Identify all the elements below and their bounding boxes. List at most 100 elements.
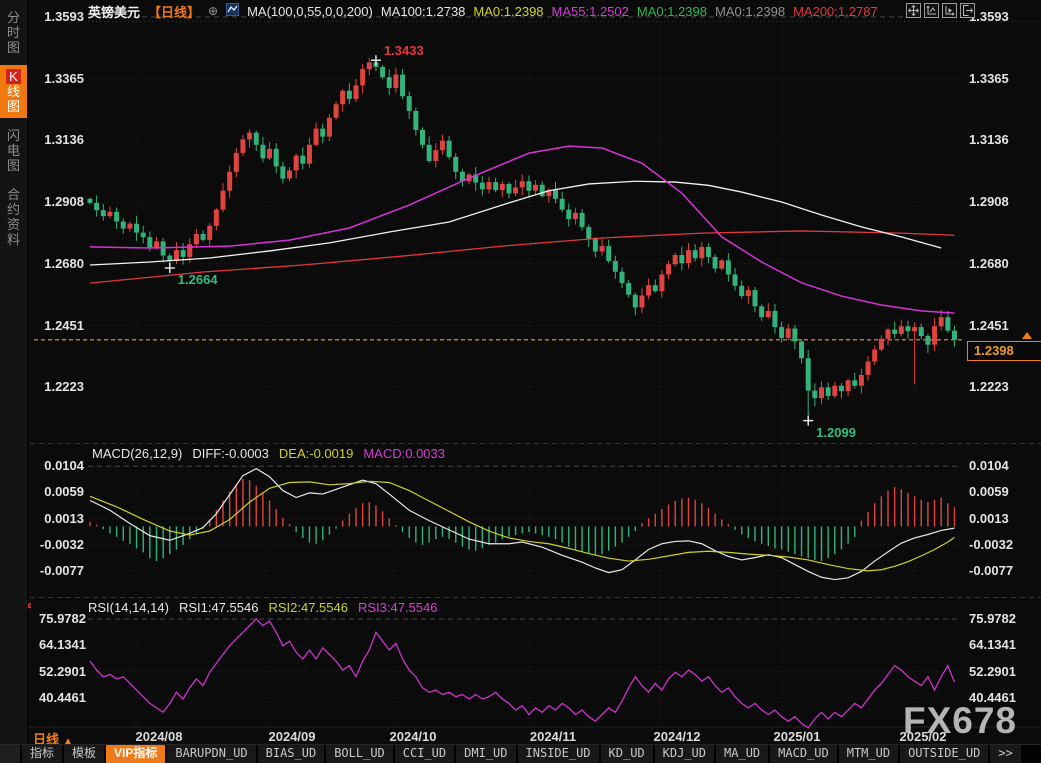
- macd-axis-label-right: -0.0032: [969, 536, 1014, 552]
- price-axis-label-right: 1.2908: [969, 194, 1009, 210]
- toolbar-tab-OUTSIDE_UD[interactable]: OUTSIDE_UD: [900, 745, 989, 763]
- rsi2-value: RSI2:47.5546: [268, 600, 348, 615]
- toolbar-grip[interactable]: [0, 745, 20, 763]
- x-axis-label: 2025/02: [899, 729, 947, 744]
- macd-axis-label: 0.0013: [44, 510, 84, 526]
- toolbar-tab->>[interactable]: >>: [990, 745, 1021, 763]
- ma-value-label: MA200:1.2787: [793, 3, 878, 19]
- sidebar-tab-4[interactable]: 合约资料: [6, 187, 20, 247]
- sidebar-tab-1[interactable]: 分时图: [6, 10, 20, 55]
- macd-axis-label-right: 0.0059: [969, 484, 1009, 500]
- period-selector[interactable]: 日线 ▲: [33, 729, 73, 748]
- window-pane-buttons: [906, 3, 975, 18]
- price-axis-label-right: 1.2451: [969, 317, 1009, 333]
- extreme-price-annotation: 1.2664: [177, 271, 218, 287]
- price-axis-label-right: 1.3136: [969, 132, 1009, 148]
- price-axis-label-right: 1.2680: [969, 255, 1009, 271]
- x-axis-label: 2024/08: [135, 729, 183, 744]
- toolbar-tab-指标[interactable]: 指标: [22, 745, 63, 763]
- rsi-axis-label-right: 52.2901: [969, 663, 1016, 679]
- pane-play-icon[interactable]: [942, 3, 957, 18]
- pane-export-icon[interactable]: [960, 3, 975, 18]
- watermark: FX678: [903, 700, 1018, 741]
- move-panes-icon[interactable]: [906, 3, 921, 18]
- x-axis-label: 2025/01: [773, 729, 821, 744]
- ma-value-label: MA0:1.2398: [473, 3, 544, 19]
- toolbar-tab-MACD_UD[interactable]: MACD_UD: [770, 745, 837, 763]
- pane-scale-icon[interactable]: [924, 3, 939, 18]
- toolbar-tab-KD_UD[interactable]: KD_UD: [600, 745, 653, 763]
- rsi-axis-label-right: 64.1341: [969, 637, 1016, 653]
- price-up-arrow-icon: [1022, 332, 1032, 339]
- macd-axis-label: 0.0104: [44, 458, 84, 474]
- indicator-toolbar: 指标 模板 VIP指标 BARUPDN_UD BIAS_UD BOLL_UD CCI_UD D…: [0, 744, 1041, 763]
- ma-value-label: MA100:1.2738: [380, 3, 466, 19]
- rsi-axis-label: 64.1341: [39, 637, 86, 653]
- add-overlay-icon[interactable]: ⊕: [208, 4, 219, 18]
- toolbar-tab-CCI_UD[interactable]: CCI_UD: [394, 745, 455, 763]
- toolbar-tab-MA_UD[interactable]: MA_UD: [716, 745, 769, 763]
- price-axis-label: 1.3365: [44, 70, 84, 86]
- chart-header: 英镑美元 【日线】 ⊕ MA(100,0,55,0,0,200) MA100:1…: [88, 2, 878, 20]
- macd-diff-value: DIFF:-0.0003: [192, 446, 269, 461]
- toolbar-tab-BOLL_UD[interactable]: BOLL_UD: [326, 745, 393, 763]
- extreme-price-annotation: 1.3433: [383, 43, 424, 59]
- macd-axis-label-right: -0.0077: [969, 562, 1014, 578]
- price-axis-label-right: 1.3593: [969, 9, 1009, 24]
- toolbar-tab-INSIDE_UD[interactable]: INSIDE_UD: [517, 745, 599, 763]
- current-price-tag: 1.2398: [967, 341, 1041, 361]
- rsi1-value: RSI1:47.5546: [178, 600, 259, 615]
- macd-axis-label: 0.0059: [44, 484, 84, 500]
- macd-axis-label: -0.0077: [39, 562, 84, 578]
- toolbar-tab-模板[interactable]: 模板: [64, 745, 105, 763]
- x-axis-label: 2024/12: [653, 729, 701, 744]
- x-axis-label: 2024/11: [529, 729, 577, 744]
- macd-macd-value: MACD:0.0033: [363, 446, 445, 461]
- macd-header: MACD(26,12,9) DIFF:-0.0003 DEA:-0.0019 M…: [92, 446, 445, 461]
- rsi-axis-label: 75.9782: [39, 611, 86, 626]
- toolbar-tab-BIAS_UD[interactable]: BIAS_UD: [257, 745, 325, 763]
- toolbar-tab-BARUPDN_UD[interactable]: BARUPDN_UD: [167, 745, 256, 763]
- macd-axis-label: -0.0032: [39, 536, 84, 552]
- macd-params-label: MACD(26,12,9): [92, 446, 183, 461]
- symbol-name: 英镑美元: [88, 4, 141, 20]
- rsi-header: RSI(14,14,14) RSI1:47.5546 RSI2:47.5546 …: [88, 600, 437, 615]
- extreme-price-annotation: 1.2099: [816, 424, 856, 440]
- toolbar-tab-VIP指标[interactable]: VIP指标: [106, 745, 166, 763]
- period-badge: 【日线】: [148, 4, 201, 20]
- x-axis-label: 2024/09: [268, 729, 316, 744]
- rsi-axis-label-right: 40.4461: [969, 689, 1016, 705]
- price-axis-label: 1.3136: [44, 132, 84, 148]
- macd-dea-value: DEA:-0.0019: [278, 446, 354, 461]
- rsi-params-label: RSI(14,14,14): [88, 600, 169, 615]
- mini-chart-icon: [225, 2, 240, 19]
- ma-settings-label: MA(100,0,55,0,0,200): [247, 3, 373, 19]
- price-axis-label: 1.2451: [44, 317, 84, 333]
- price-axis-label-right: 1.3365: [969, 70, 1009, 86]
- macd-axis-label-right: 0.0104: [969, 458, 1009, 474]
- rsi-axis-label: 52.2901: [39, 663, 86, 679]
- toolbar-tab-KDJ_UD[interactable]: KDJ_UD: [654, 745, 715, 763]
- sidebar-tab-3[interactable]: 闪电图: [6, 128, 20, 173]
- price-axis-label: 1.2223: [44, 379, 84, 395]
- rsi-axis-label: 40.4461: [39, 689, 86, 705]
- toolbar-tab-MTM_UD[interactable]: MTM_UD: [838, 745, 899, 763]
- macd-axis-label-right: 0.0013: [969, 510, 1009, 526]
- ma-value-label: MA0:1.2398: [714, 3, 786, 19]
- period-up-arrow-icon: ▲: [63, 736, 73, 747]
- period-label: 日线: [33, 732, 60, 747]
- price-axis-label: 1.2680: [44, 255, 84, 271]
- rsi-axis-label-right: 75.9782: [969, 611, 1016, 626]
- toolbar-tab-DMI_UD[interactable]: DMI_UD: [456, 745, 516, 763]
- price-axis-label: 1.2908: [44, 194, 84, 210]
- rsi3-value: RSI3:47.5546: [357, 600, 438, 615]
- ma-value-label: MA55:1.2502: [551, 3, 629, 19]
- x-axis-label: 2024/10: [389, 729, 437, 744]
- ma-value-label: MA0:1.2398: [636, 3, 707, 19]
- price-axis-label: 1.3593: [44, 9, 84, 24]
- price-axis-label-right: 1.2223: [969, 379, 1009, 395]
